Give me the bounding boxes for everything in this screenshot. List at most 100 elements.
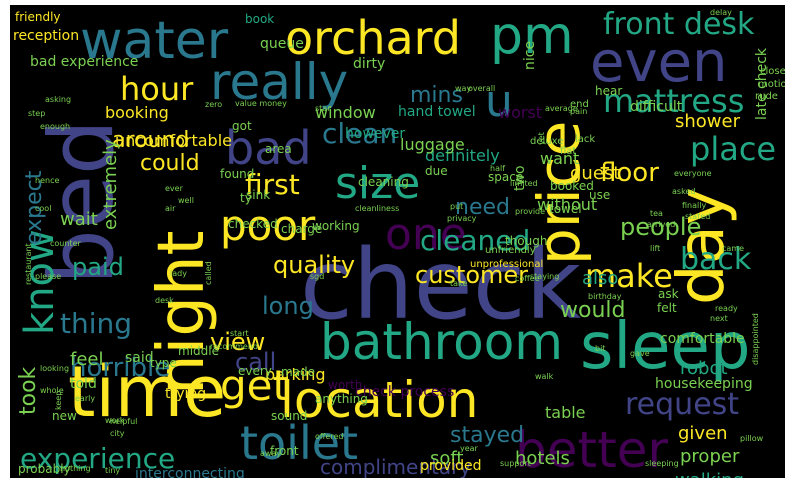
- word-place: place: [690, 130, 777, 168]
- word-year: year: [460, 444, 478, 453]
- word-yet: yet: [537, 132, 546, 145]
- word-asking: asking: [45, 95, 72, 104]
- word-pm: pm: [490, 6, 574, 66]
- word-soft: soft: [430, 448, 464, 469]
- word-definitely: definitely: [425, 146, 500, 165]
- word-hence: hence: [35, 176, 60, 185]
- word-worst: worst: [498, 103, 543, 122]
- word-unprofessional: unprofessional: [470, 259, 544, 270]
- word-reception: reception: [13, 28, 80, 44]
- word-came: came: [722, 244, 745, 253]
- word-shower: shower: [675, 111, 740, 132]
- word-feel: feel: [70, 349, 104, 370]
- word-orchard: orchard: [285, 11, 461, 65]
- word-helpful: helpful: [110, 417, 138, 426]
- word-rude: rude: [755, 91, 778, 102]
- word-booking: booking: [105, 103, 169, 122]
- word-type: type: [150, 356, 177, 370]
- word-told: told: [70, 376, 97, 392]
- word-bit: bit: [595, 344, 606, 353]
- word-hand-towel: hand towel: [398, 104, 476, 120]
- word-u: u: [485, 76, 513, 127]
- word-want: want: [540, 149, 580, 168]
- word-view: view: [210, 328, 266, 356]
- word-water: water: [80, 11, 229, 71]
- word-difficult: difficult: [630, 99, 683, 115]
- word-looking: looking: [40, 364, 70, 373]
- word-mattress: mattress: [603, 82, 745, 120]
- word-stated: stated: [685, 212, 711, 221]
- word-given: given: [678, 423, 728, 444]
- word-nice: nice: [522, 40, 538, 70]
- word-gave: gave: [630, 349, 650, 358]
- word-staying: staying: [530, 272, 560, 281]
- word-customer: customer: [415, 261, 529, 289]
- word-queue: queue: [260, 36, 304, 52]
- word-provided: provided: [420, 458, 482, 474]
- word-birthday: birthday: [588, 292, 622, 301]
- word-hear: hear: [595, 84, 623, 98]
- word-towel: towel: [549, 202, 582, 216]
- word-really: really: [210, 53, 349, 111]
- word-cloud: check bed time night sleep day price bathroom lo…: [10, 5, 785, 478]
- word-paid: paid: [72, 253, 124, 281]
- word-friendly: friendly: [15, 10, 61, 24]
- word-pillow: pillow: [740, 434, 764, 443]
- word-floor: floor: [600, 158, 659, 188]
- word-lady: lady: [170, 269, 187, 278]
- word-probably: probably: [18, 462, 71, 476]
- word-parking: parking: [265, 365, 326, 384]
- word-without: without: [537, 195, 598, 214]
- word-anything: anything: [315, 392, 368, 406]
- word-disappointed: disappointed: [751, 313, 760, 365]
- word-walking: walking: [675, 472, 744, 479]
- word-made: made: [281, 365, 316, 379]
- word-end: end: [570, 99, 589, 110]
- word-get: get: [220, 361, 289, 410]
- word-found: found: [220, 167, 255, 181]
- word-air: air: [165, 204, 176, 213]
- word-dirty: dirty: [353, 56, 386, 72]
- word-sink: sink: [246, 188, 271, 202]
- word-got: got: [232, 119, 252, 133]
- word-book: book: [245, 12, 275, 26]
- word-half: half: [490, 164, 506, 173]
- word-poor: poor: [220, 201, 316, 250]
- word-cleanliness: cleanliness: [355, 204, 400, 213]
- word-though: though: [505, 234, 548, 248]
- word-could: could: [140, 151, 200, 176]
- word-table: table: [545, 403, 586, 422]
- word-robot: robot: [680, 358, 728, 379]
- word-whole: whole: [40, 386, 64, 395]
- word-call: call: [235, 348, 277, 376]
- word-location: location: [280, 371, 479, 429]
- word-counter: counter: [50, 239, 81, 248]
- word-booked: booked: [550, 179, 594, 193]
- word-well: well: [178, 196, 194, 205]
- word-need: need: [455, 195, 510, 220]
- word-felt: felt: [657, 301, 677, 315]
- word-limited: limited: [510, 179, 538, 188]
- word-cleaning: cleaning: [358, 175, 409, 189]
- word-way: way: [455, 84, 472, 93]
- word-front: front: [270, 444, 299, 458]
- word-size: size: [335, 158, 421, 209]
- word-ty: ty: [240, 191, 252, 205]
- word-next: next: [710, 314, 728, 323]
- word-enough: enough: [40, 122, 71, 131]
- word-put: put: [450, 202, 464, 211]
- word-stayed: stayed: [450, 423, 525, 448]
- word-step: step: [28, 109, 46, 118]
- word-unfriendly: unfriendly: [485, 245, 536, 256]
- word-coffee: coffee: [515, 274, 540, 283]
- word-overall: overall: [468, 84, 496, 93]
- word-request: request: [625, 387, 740, 422]
- word-bathroom: bathroom: [320, 313, 564, 371]
- word-worth: worth: [328, 378, 363, 392]
- word-motion: motion: [758, 79, 785, 90]
- word-sound: sound: [271, 409, 308, 423]
- word-mins: mins: [410, 83, 463, 108]
- word-thing: thing: [60, 307, 133, 340]
- word-first: first: [245, 168, 300, 201]
- word-would: would: [560, 298, 626, 323]
